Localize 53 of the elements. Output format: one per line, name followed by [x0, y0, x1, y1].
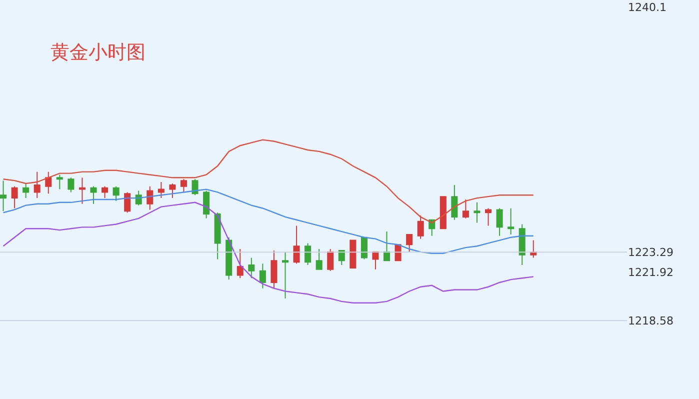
line-series	[2, 188, 534, 254]
candlestick	[282, 251, 289, 300]
y-tick-label: 1223.29	[628, 246, 674, 259]
candlestick	[203, 190, 210, 219]
candlestick	[226, 236, 232, 280]
candlestick	[338, 250, 345, 266]
candlestick	[530, 240, 537, 258]
candlestick	[474, 202, 480, 224]
candlestick	[270, 250, 278, 289]
candlestick	[440, 196, 446, 230]
candlestick	[124, 192, 131, 214]
candlestick	[146, 186, 154, 210]
candlestick	[451, 184, 458, 220]
candlestick	[0, 180, 7, 212]
candlestick	[11, 186, 18, 209]
candlestick	[180, 178, 187, 193]
candlestick	[112, 186, 120, 202]
candlestick	[518, 224, 526, 266]
candlestick	[45, 171, 52, 194]
line-series	[2, 139, 534, 224]
candlestick	[496, 208, 503, 236]
y-tick-label: 1240.1	[628, 1, 666, 14]
candlestick	[78, 177, 86, 204]
candlestick	[236, 248, 244, 279]
candlestick	[372, 251, 379, 270]
candlestick	[360, 236, 368, 260]
candlestick	[350, 240, 356, 268]
candlestick	[56, 174, 63, 190]
candlestick	[68, 177, 74, 193]
candlestick	[327, 248, 334, 272]
candlestick	[192, 178, 198, 196]
candlestick	[22, 182, 30, 199]
candlestick	[248, 257, 255, 279]
candlestick	[293, 225, 300, 264]
candlestick	[102, 186, 108, 199]
y-tick-label: 1218.58	[628, 314, 674, 328]
line-series	[2, 202, 534, 304]
candlestick	[90, 186, 97, 204]
candlestick	[485, 208, 492, 226]
candlestick	[158, 182, 164, 199]
candlestick	[417, 215, 424, 240]
candlestick	[214, 212, 221, 260]
candlestick	[169, 182, 176, 199]
candlestick	[383, 231, 390, 262]
candlestick	[462, 199, 469, 219]
y-tick-label: 1221.92	[628, 266, 674, 279]
candlestick	[304, 242, 312, 266]
candlestick	[508, 208, 514, 235]
candlestick	[34, 171, 40, 199]
candlestick	[316, 248, 322, 270]
candlestick	[406, 234, 413, 252]
candlestick	[259, 263, 266, 289]
text: 黄金小时图	[50, 42, 146, 64]
